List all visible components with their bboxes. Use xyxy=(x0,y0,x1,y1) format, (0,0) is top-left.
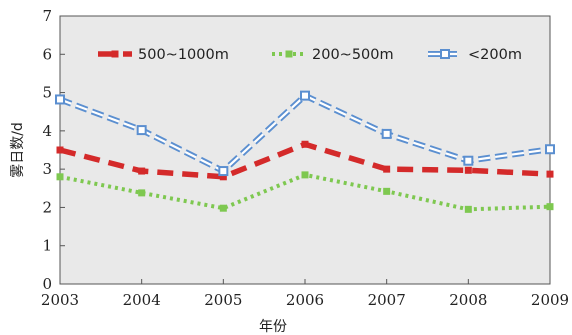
data-point xyxy=(383,165,391,173)
data-point xyxy=(301,171,309,179)
y-tick-label: 6 xyxy=(42,45,52,63)
data-point xyxy=(383,187,391,195)
data-point xyxy=(55,94,65,105)
y-axis-title: 雾日数/d xyxy=(10,122,26,178)
y-axis-ticks: 0 1 2 3 4 5 6 7 xyxy=(42,7,65,293)
data-point xyxy=(219,204,227,212)
data-point xyxy=(546,203,554,211)
data-point xyxy=(138,189,146,197)
data-point xyxy=(138,167,146,175)
data-point xyxy=(301,140,309,148)
legend-label: 500~1000m xyxy=(138,47,229,63)
x-tick-label: 2005 xyxy=(204,291,242,309)
legend-marker xyxy=(285,50,293,58)
data-point xyxy=(546,170,554,178)
data-point xyxy=(464,166,472,174)
y-tick-label: 0 xyxy=(42,275,52,293)
legend: 500~1000m 200~500m <200m xyxy=(98,47,522,63)
series-0 xyxy=(56,140,554,181)
data-point xyxy=(219,173,227,181)
y-tick-label: 4 xyxy=(42,122,52,140)
data-point xyxy=(56,146,64,154)
x-tick-label: 2003 xyxy=(41,291,79,309)
x-tick-label: 2007 xyxy=(368,291,406,309)
legend-item: 500~1000m xyxy=(98,47,229,63)
y-tick-label: 7 xyxy=(42,7,52,25)
legend-label: 200~500m xyxy=(312,47,394,63)
data-point xyxy=(136,125,147,136)
data-point xyxy=(464,205,472,213)
legend-item: <200m xyxy=(428,47,522,63)
legend-marker xyxy=(440,49,450,59)
data-point xyxy=(300,90,310,101)
legend-marker xyxy=(111,50,119,58)
series-1 xyxy=(56,171,554,213)
x-axis-ticks: 2003 2004 2005 2006 2007 2008 2009 xyxy=(41,279,569,309)
data-point xyxy=(463,155,474,166)
y-tick-label: 1 xyxy=(42,237,52,255)
x-tick-label: 2006 xyxy=(286,291,324,309)
legend-item: 200~500m xyxy=(272,47,394,63)
x-tick-label: 2004 xyxy=(123,291,161,309)
data-point xyxy=(56,173,64,181)
y-tick-label: 5 xyxy=(42,84,52,102)
series-2 xyxy=(55,90,555,177)
data-point xyxy=(218,166,229,177)
x-tick-label: 2008 xyxy=(449,291,487,309)
x-tick-label: 2009 xyxy=(531,291,569,309)
series-layer xyxy=(55,90,555,213)
y-tick-label: 3 xyxy=(42,160,52,178)
data-point xyxy=(381,128,392,139)
x-axis-title: 年份 xyxy=(259,319,287,335)
y-tick-label: 2 xyxy=(42,198,52,216)
data-point xyxy=(545,144,555,155)
plot-area xyxy=(60,16,550,284)
legend-label: <200m xyxy=(468,47,522,63)
